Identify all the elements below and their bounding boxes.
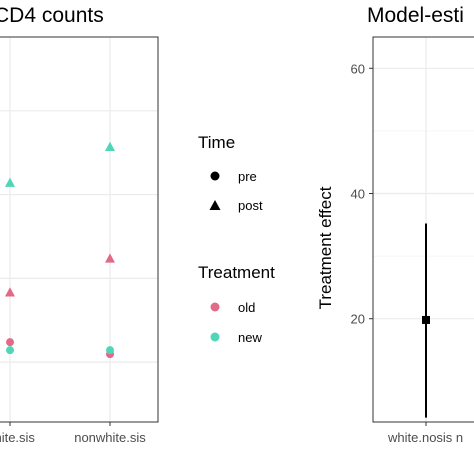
cd4-points: [5, 141, 115, 359]
legend-label-post: post: [238, 198, 263, 213]
legend-label-old: old: [238, 300, 255, 315]
legend-title-treatment: Treatment: [198, 263, 275, 282]
cd4-gridlines: [0, 37, 158, 422]
model-panel-border: [372, 36, 474, 423]
cd4-panel-border: [0, 36, 159, 423]
model-estimates: [422, 223, 430, 418]
legend-label-pre: pre: [238, 169, 257, 184]
cd4-xtick-label-0: white.sis: [0, 430, 35, 445]
legend-old-marker: [210, 302, 220, 312]
cd4-point-nonwhite-sis-post-old: [105, 253, 115, 263]
model-y-ticks: 20 40 60: [351, 61, 373, 327]
cd4-chart-title: CD4 counts: [0, 4, 104, 27]
cd4-point-white-sis-pre-new: [6, 346, 14, 355]
cd4-panel: CD4 counts white.sis nonwhite.sis: [0, 4, 159, 445]
legend-pre-marker: [210, 171, 220, 181]
model-ytick-label-2: 60: [351, 61, 365, 76]
model-x-ticks: white.nosis n: [387, 422, 463, 445]
cd4-xtick-label-1: nonwhite.sis: [74, 430, 146, 445]
legend-title-time: Time: [198, 133, 235, 152]
model-chart-title: Model-esti: [367, 4, 464, 27]
legend: Time pre post Treatment old new: [198, 133, 275, 345]
model-xtick-label-0: white.nosis n: [387, 430, 463, 445]
cd4-point-nonwhite-sis-post-new: [105, 141, 115, 151]
model-gridlines: [373, 37, 474, 422]
legend-label-new: new: [238, 330, 262, 345]
model-panel: Model-esti Treatment effect 20 40 60 white…: [316, 4, 474, 445]
legend-new-marker: [210, 332, 220, 342]
cd4-point-white-sis-post-new: [5, 177, 15, 187]
y-axis-title: Treatment effect: [316, 186, 335, 309]
cd4-point-white-sis-pre-old: [6, 338, 14, 347]
cd4-point-nonwhite-sis-pre-new: [106, 346, 114, 355]
cd4-x-ticks: white.sis nonwhite.sis: [0, 422, 146, 445]
model-estimate-point-0: [422, 315, 430, 324]
legend-post-marker: [209, 200, 221, 210]
cd4-point-white-sis-post-old: [5, 287, 15, 297]
model-ytick-label-0: 20: [351, 312, 365, 327]
model-ytick-label-1: 40: [351, 187, 365, 202]
